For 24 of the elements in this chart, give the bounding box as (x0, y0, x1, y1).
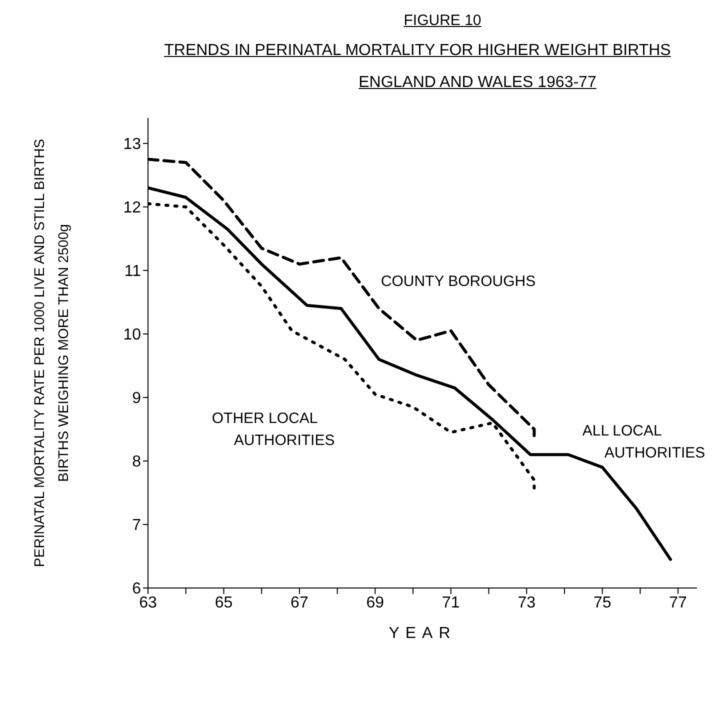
series-label: COUNTY BOROUGHS (380, 272, 536, 290)
x-tick-label: 75 (593, 594, 612, 612)
y-axis-title: PERINATAL MORTALITY RATE PER 1000 LIVE AND STILL BIRTHS BIRTHS WEIGHING MORE THAN 2500g (31, 138, 71, 568)
y-tick-label: 7 (132, 517, 142, 534)
y-tick-label: 9 (132, 390, 142, 408)
chart-subtitle: ENGLAND AND WALES 1963-77 (358, 74, 598, 92)
y-tick-label: 8 (132, 454, 142, 471)
x-tick-label: 73 (518, 594, 536, 612)
x-tick-label: 69 (366, 594, 384, 612)
x-tick-label: 71 (442, 594, 460, 612)
y-tick-label: 11 (124, 263, 142, 280)
text: OTHER LOCAL AUTHORITIES (212, 410, 335, 449)
x-tick-label: 67 (290, 594, 308, 612)
x-tick-label: 63 (139, 594, 157, 612)
y-tick-label: 6 (132, 580, 142, 598)
series-label: ALL LOCAL AUTHORITIES (582, 422, 706, 462)
y-tick-label: 12 (123, 200, 142, 217)
x-axis-title: YEAR (388, 625, 456, 642)
chart-title: TRENDS IN PERINATAL MORTALITY FOR HIGHER WEIGHT BIRTHS (163, 42, 672, 60)
y-tick-label: 10 (123, 326, 142, 344)
x-tick-label: 77 (669, 594, 688, 612)
x-tick-label: 65 (214, 594, 233, 612)
caption: FIGURE 10 (402, 12, 482, 29)
y-tick-label: 13 (123, 136, 142, 154)
